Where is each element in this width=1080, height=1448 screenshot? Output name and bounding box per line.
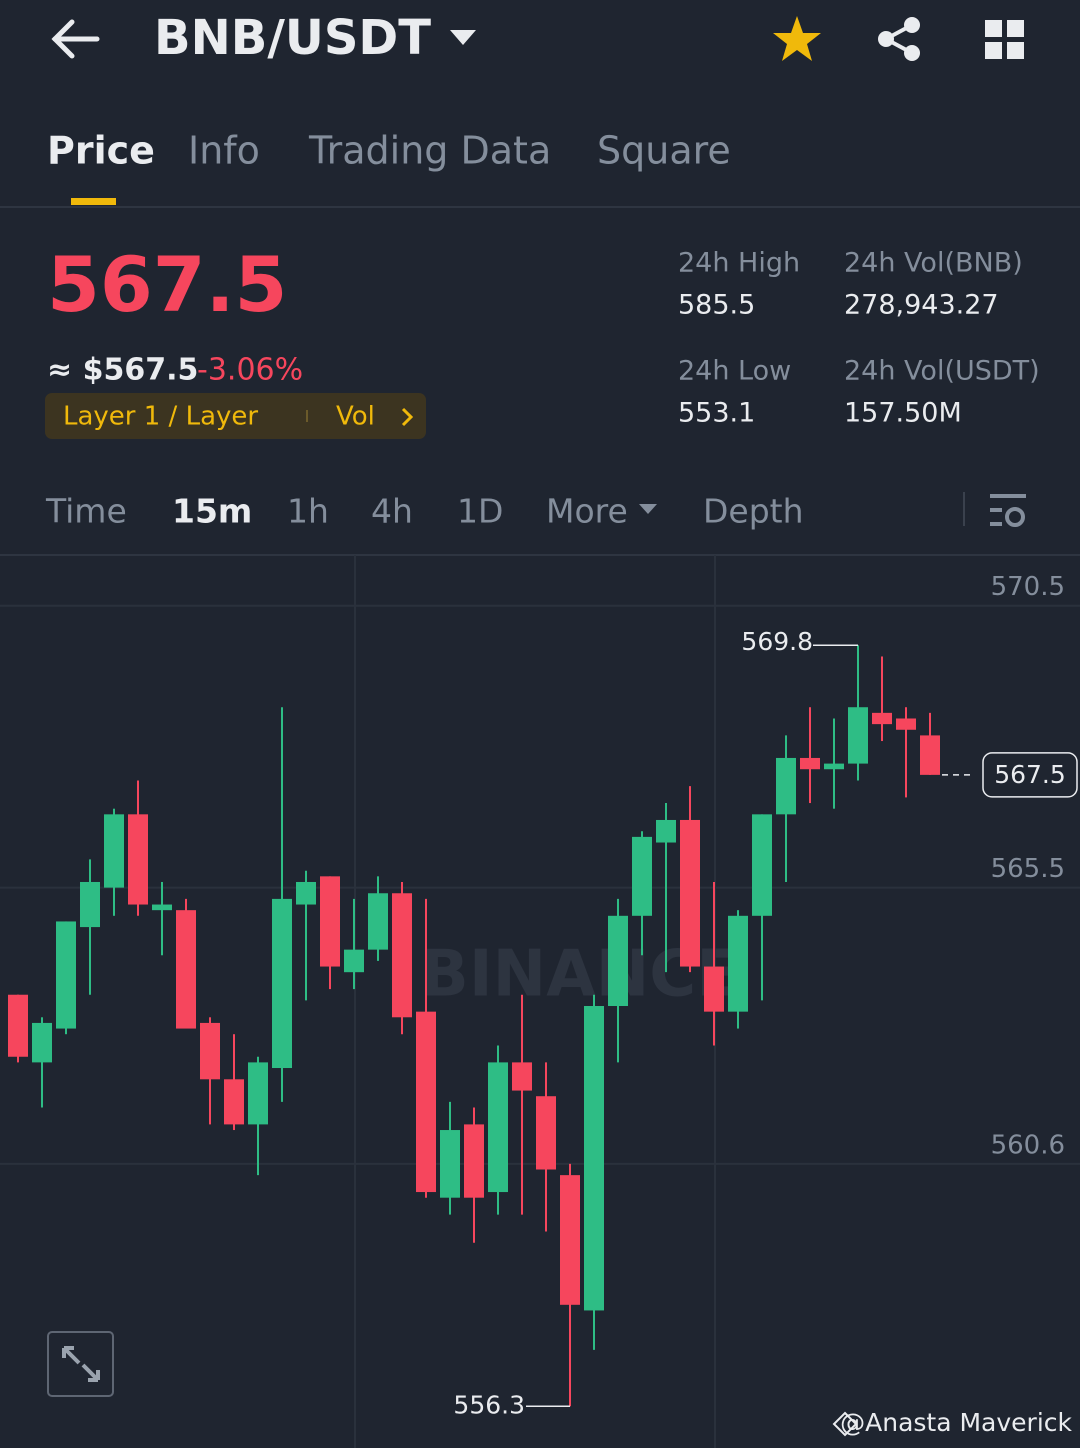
stat-label: 24h Vol(BNB) — [844, 248, 1023, 279]
tab-indicator — [71, 198, 116, 205]
stats: 24h High 585.5 24h Vol(BNB) 278,943.27 24h L… — [678, 248, 1040, 429]
stat-value: 278,943.27 — [844, 290, 999, 321]
candle-body — [536, 1096, 556, 1170]
tabs: Price Info Trading Data Square — [47, 129, 731, 173]
tab[interactable]: Info — [188, 129, 260, 173]
candle-body — [152, 904, 172, 911]
candle-body — [680, 819, 700, 967]
price-change: -3.06% — [197, 353, 303, 388]
tab[interactable]: Trading Data — [308, 129, 551, 173]
last-price-label: 567.5 — [994, 760, 1066, 789]
candle-body — [512, 1062, 532, 1091]
candle-body — [896, 718, 916, 730]
watermark: @Anasta Maverick — [840, 1408, 1072, 1437]
vol-tag[interactable]: Vol — [336, 402, 375, 432]
candle-body — [800, 757, 820, 770]
high-label: 569.8 — [741, 627, 813, 656]
expand-button[interactable] — [47, 1331, 114, 1397]
candle-body — [728, 915, 748, 1012]
interval[interactable]: Depth — [703, 492, 804, 531]
more-dropdown[interactable] — [639, 504, 657, 514]
candle-body — [32, 1022, 52, 1063]
candle-body — [344, 949, 364, 973]
candle-body — [104, 814, 124, 888]
candle-body — [584, 1006, 604, 1311]
interval[interactable]: 15m — [172, 492, 252, 531]
candle-body — [368, 893, 388, 950]
candle-body — [440, 1130, 460, 1198]
candle-body — [8, 994, 28, 1057]
candle-body — [776, 757, 796, 815]
tab[interactable]: Price — [47, 129, 155, 173]
share-icon[interactable] — [878, 17, 920, 61]
stat-value: 585.5 — [678, 290, 755, 321]
pair-title[interactable]: BNB/USDT — [154, 10, 431, 66]
last-price-box — [982, 752, 1078, 798]
candle-body — [920, 735, 940, 775]
grid-icon[interactable] — [985, 20, 1024, 59]
pair-dropdown[interactable] — [450, 30, 476, 45]
candle-body — [872, 712, 892, 725]
tag-box[interactable] — [45, 393, 426, 439]
candle-body — [488, 1062, 508, 1193]
candle-body — [320, 876, 340, 967]
interval[interactable]: More — [546, 492, 628, 531]
candle-body — [752, 814, 772, 916]
back-button[interactable] — [51, 19, 100, 59]
intervals: Time 15m 1h 4h 1D More Depth — [45, 492, 804, 531]
stat-label: 24h Low — [678, 356, 791, 387]
price-approx: ≈ $567.5 — [47, 353, 198, 388]
stat-value: 157.50M — [844, 398, 962, 429]
candle-body — [56, 921, 76, 1029]
tab[interactable]: Square — [597, 129, 731, 173]
chart-settings-icon[interactable] — [990, 494, 1026, 527]
candle-body — [608, 915, 628, 1007]
candle-body — [224, 1079, 244, 1125]
y-tick-label: 565.5 — [991, 854, 1065, 884]
candle-body — [464, 1124, 484, 1198]
interval[interactable]: Time — [45, 492, 127, 531]
y-tick-label: 560.6 — [991, 1130, 1065, 1160]
candle-body — [176, 910, 196, 1029]
candle-body — [848, 707, 868, 764]
stat-label: 24h High — [678, 248, 800, 279]
watermark-icon — [832, 1411, 858, 1437]
interval[interactable]: 4h — [371, 492, 413, 531]
candle-body — [128, 814, 148, 905]
interval[interactable]: 1D — [457, 492, 503, 531]
favorite-icon[interactable] — [773, 16, 821, 61]
interval[interactable]: 1h — [287, 492, 329, 531]
candle-body — [272, 898, 292, 1069]
candle-body — [704, 966, 724, 1012]
candle-body — [248, 1062, 268, 1125]
tag-arrow — [401, 407, 414, 427]
last-price: 567.5 — [47, 240, 287, 329]
candle-body — [296, 881, 316, 905]
candle-body — [824, 763, 844, 770]
stat-label: 24h Vol(USDT) — [844, 356, 1040, 387]
candle-body — [560, 1175, 580, 1305]
candle-body — [656, 819, 676, 843]
y-tick-label: 570.5 — [991, 572, 1065, 602]
low-label: 556.3 — [453, 1390, 525, 1419]
stat-value: 553.1 — [678, 398, 755, 429]
candle-body — [392, 893, 412, 1018]
candle-body — [200, 1022, 220, 1080]
sector-tag[interactable]: Layer 1 / Layer — [63, 402, 258, 432]
candle-body — [80, 881, 100, 928]
candle-body — [416, 1011, 436, 1193]
candle-body — [632, 836, 652, 916]
